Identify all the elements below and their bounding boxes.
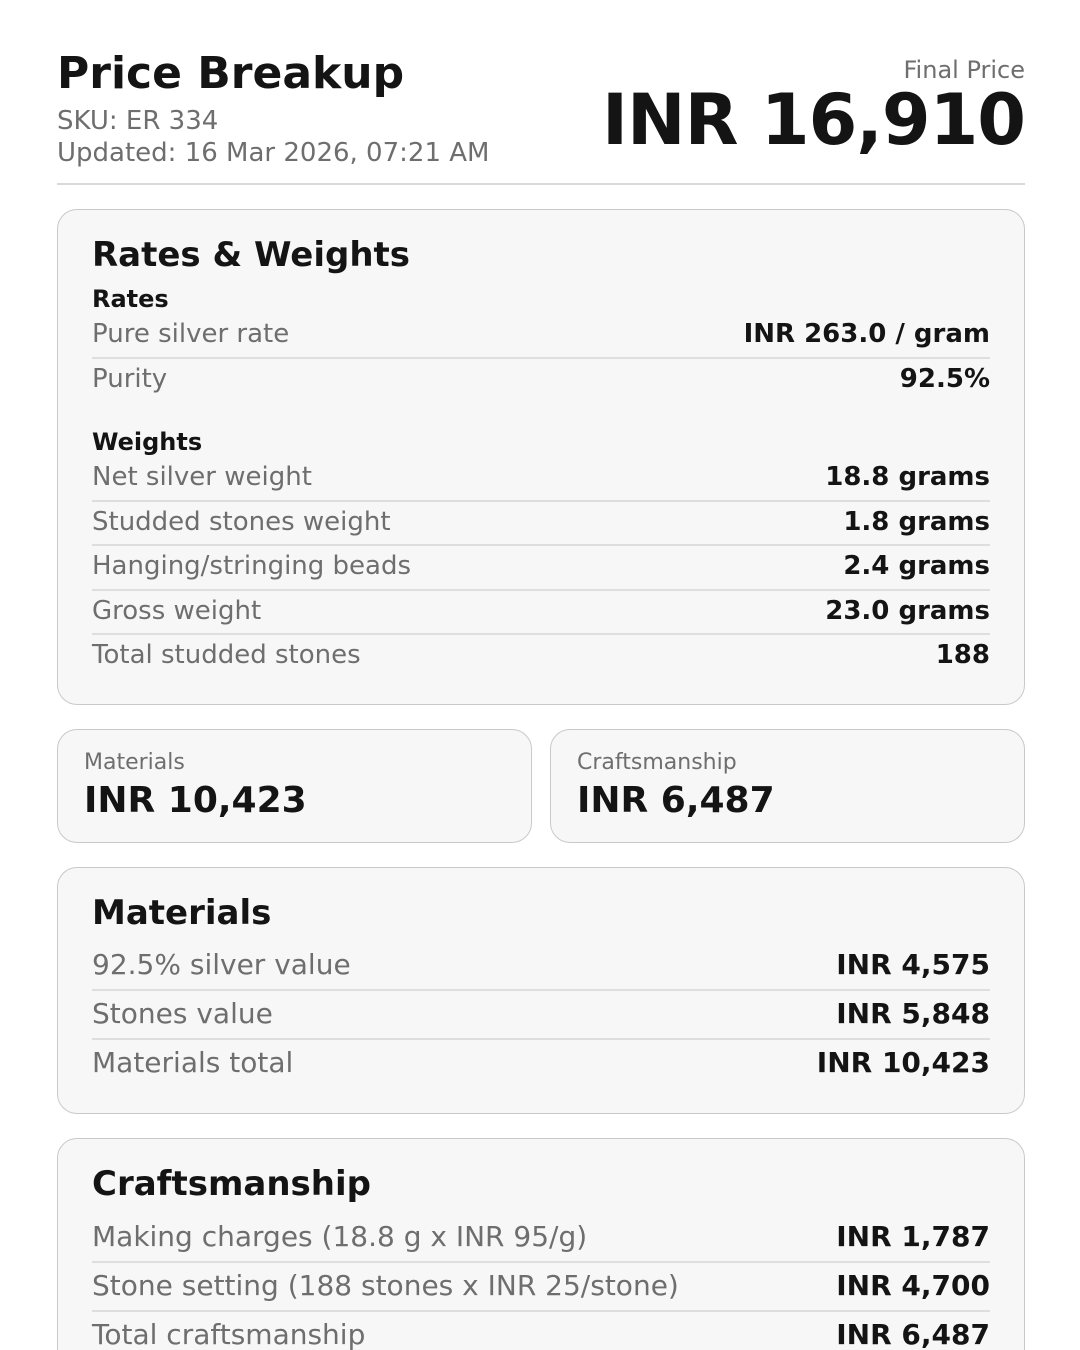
summary-label: Craftsmanship [577, 749, 737, 775]
row-label: Pure silver rate [92, 319, 290, 350]
weights-rows: Net silver weight 18.8 grams Studded sto… [92, 457, 990, 678]
table-row: Pure silver rate INR 263.0 / gram [92, 314, 990, 359]
row-label: Stone setting (188 stones x INR 25/stone… [92, 1268, 679, 1302]
craftsmanship-summary-card: Craftsmanship INR 6,487 [550, 728, 1025, 843]
materials-rows: 92.5% silver value INR 4,575 Stones valu… [92, 942, 990, 1087]
row-label: Studded stones weight [92, 506, 391, 537]
row-label: Gross weight [92, 595, 262, 626]
materials-card: Materials 92.5% silver value INR 4,575 S… [57, 866, 1025, 1115]
table-row: Stones value INR 5,848 [92, 991, 990, 1041]
table-row: Total studded stones 188 [92, 635, 990, 678]
row-label: Purity [92, 363, 168, 394]
row-label: Materials total [92, 1046, 294, 1080]
table-row: Total craftsmanship INR 6,487 [92, 1312, 990, 1350]
table-row: Hanging/stringing beads 2.4 grams [92, 546, 990, 591]
table-row: Gross weight 23.0 grams [92, 591, 990, 636]
page-title: Price Breakup [57, 48, 405, 99]
craftsmanship-rows: Making charges (18.8 g x INR 95/g) INR 1… [92, 1214, 990, 1350]
row-label: 92.5% silver value [92, 948, 351, 982]
table-row: Stone setting (188 stones x INR 25/stone… [92, 1263, 990, 1312]
row-value: INR 6,487 [836, 1317, 990, 1350]
row-value: INR 4,575 [836, 948, 990, 982]
rates-weights-card: Rates & Weights Rates Pure silver rate I… [57, 208, 1025, 705]
row-value: INR 1,787 [836, 1219, 990, 1253]
row-value: INR 5,848 [836, 997, 990, 1031]
rates-section: Rates Pure silver rate INR 263.0 / gram … [92, 284, 990, 401]
materials-title: Materials [92, 892, 272, 933]
row-label: Net silver weight [92, 462, 312, 493]
updated-text: Updated: 16 Mar 2026, 07:21 AM [57, 137, 490, 168]
row-value: 23.0 grams [825, 595, 990, 626]
row-value: 1.8 grams [843, 506, 990, 537]
header-left: Price Breakup SKU: ER 334 Updated: 16 Ma… [57, 48, 490, 169]
header-divider [57, 182, 1025, 185]
table-row: 92.5% silver value INR 4,575 [92, 942, 990, 992]
sku-text: SKU: ER 334 [57, 106, 219, 137]
summary-label: Materials [84, 749, 185, 775]
table-row: Net silver weight 18.8 grams [92, 457, 990, 502]
row-value: INR 263.0 / gram [743, 319, 990, 350]
craftsmanship-title: Craftsmanship [92, 1164, 371, 1205]
row-value: 2.4 grams [843, 551, 990, 582]
row-value: 92.5% [899, 363, 990, 394]
row-value: 188 [935, 640, 990, 671]
rates-section-title: Rates [92, 285, 169, 314]
row-label: Total studded stones [92, 640, 361, 671]
row-value: INR 10,423 [816, 1046, 990, 1080]
final-price-label: Final Price [903, 56, 1026, 84]
row-label: Stones value [92, 997, 273, 1031]
weights-section: Weights Net silver weight 18.8 grams Stu… [92, 427, 990, 678]
table-row: Purity 92.5% [92, 359, 990, 402]
table-row: Materials total INR 10,423 [92, 1040, 990, 1087]
table-row: Making charges (18.8 g x INR 95/g) INR 1… [92, 1214, 990, 1263]
final-price-block: Final Price INR 16,910 [601, 50, 1026, 161]
rates-rows: Pure silver rate INR 263.0 / gram Purity… [92, 314, 990, 401]
summary-value: INR 6,487 [577, 779, 775, 821]
craftsmanship-card: Craftsmanship Making charges (18.8 g x I… [57, 1138, 1025, 1350]
row-value: 18.8 grams [825, 462, 990, 493]
materials-summary-card: Materials INR 10,423 [57, 728, 532, 843]
rates-weights-title: Rates & Weights [92, 234, 411, 275]
weights-section-title: Weights [92, 428, 203, 457]
summary-cards: Materials INR 10,423 Craftsmanship INR 6… [57, 728, 1025, 843]
summary-value: INR 10,423 [84, 779, 307, 821]
header: Price Breakup SKU: ER 334 Updated: 16 Ma… [57, 48, 1026, 169]
final-price-value: INR 16,910 [601, 79, 1026, 161]
row-label: Hanging/stringing beads [92, 551, 412, 582]
table-row: Studded stones weight 1.8 grams [92, 502, 990, 547]
row-label: Making charges (18.8 g x INR 95/g) [92, 1219, 588, 1253]
row-label: Total craftsmanship [92, 1317, 366, 1350]
row-value: INR 4,700 [836, 1268, 990, 1302]
